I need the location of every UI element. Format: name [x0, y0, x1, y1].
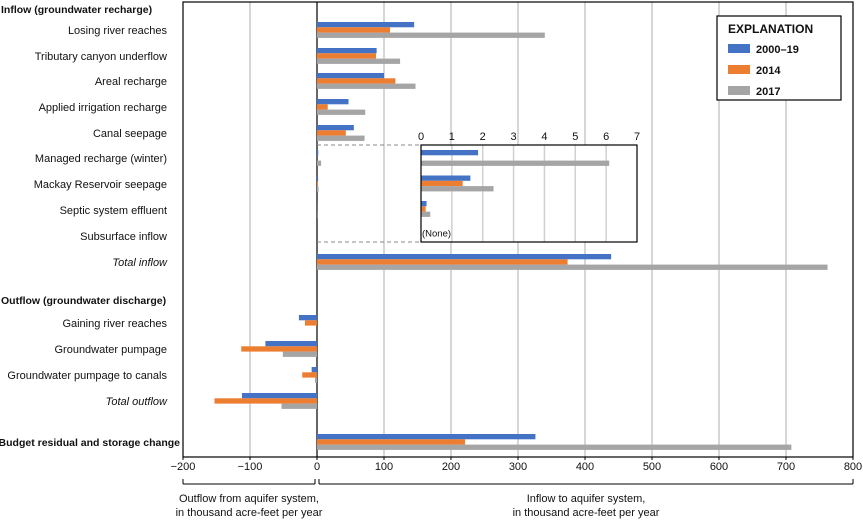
category-label: Subsurface inflow [80, 231, 167, 243]
x-tick-label: 200 [442, 461, 460, 473]
bar-2017 [315, 378, 317, 383]
category-label: Groundwater pumpage to canals [7, 370, 167, 382]
bar-2000–19 [317, 73, 384, 78]
x-tick-label: 100 [375, 461, 393, 473]
bar-2000–19 [312, 367, 317, 372]
category-label: Total inflow [112, 257, 168, 269]
legend-label: 2000–19 [756, 44, 799, 56]
bar-2014 [317, 259, 568, 264]
x-tick-label: 800 [844, 461, 862, 473]
category-label: Applied irrigation recharge [39, 102, 167, 114]
x-tick-label: −200 [171, 461, 196, 473]
category-label: Losing river reaches [68, 25, 168, 37]
bar-2014 [317, 53, 376, 58]
inset-bar-2017 [421, 186, 494, 191]
bar-2014 [241, 346, 317, 351]
bar-2014 [317, 181, 318, 186]
bar-2017 [317, 84, 415, 89]
bar-2017 [317, 33, 545, 38]
inset-bar-2014 [421, 181, 463, 186]
bar-2000–19 [242, 393, 317, 398]
inset-none-label: (None) [422, 229, 451, 240]
x-tick-label: 300 [509, 461, 527, 473]
inset-tick-label: 4 [541, 131, 547, 143]
bar-2000–19 [317, 22, 414, 27]
bar-2017 [283, 352, 317, 357]
legend-swatch [728, 44, 750, 53]
bar-2014 [317, 78, 395, 83]
x-tick-label: 600 [710, 461, 728, 473]
inset-bar-2014 [421, 206, 426, 211]
x-axis-label: Outflow from aquifer system, [179, 493, 319, 505]
category-label: Gaining river reaches [62, 318, 167, 330]
bar-2000–19 [317, 125, 354, 130]
category-label: Canal seepage [93, 128, 167, 140]
bar-2017 [317, 136, 365, 141]
category-label: Mackay Reservoir seepage [34, 179, 167, 191]
bar-2000–19 [317, 434, 535, 439]
bar-2017 [281, 404, 317, 409]
bar-2014 [317, 439, 465, 444]
inset-tick-label: 0 [418, 131, 424, 143]
category-label: Septic system effluent [60, 205, 167, 217]
bar-2014 [317, 130, 346, 135]
bar-2014 [305, 320, 317, 325]
bar-2017 [317, 161, 321, 166]
bar-2017 [317, 110, 365, 115]
legend-swatch [728, 86, 750, 95]
category-label: Tributary canyon underflow [35, 51, 167, 63]
inset-tick-label: 5 [572, 131, 578, 143]
bar-2014 [317, 104, 328, 109]
inset-tick-label: 6 [603, 131, 609, 143]
x-tick-label: 500 [643, 461, 661, 473]
bar-2017 [317, 265, 828, 270]
bar-2000–19 [317, 254, 611, 259]
bar-2014 [214, 398, 317, 403]
x-tick-label: 700 [777, 461, 795, 473]
category-label: Groundwater pumpage [54, 344, 167, 356]
bar-2000–19 [265, 341, 317, 346]
bar-2017 [317, 187, 319, 192]
category-label: Total outflow [106, 396, 168, 408]
bar-2014 [302, 372, 317, 377]
inset-tick-label: 1 [449, 131, 455, 143]
bar-2000–19 [317, 176, 318, 181]
x-axis-label: Inflow to aquifer system, [527, 493, 646, 505]
legend-label: 2014 [756, 65, 781, 77]
inset-tick-label: 3 [511, 131, 517, 143]
inset-bar-2017 [421, 161, 609, 166]
inset-tick-label: 7 [634, 131, 640, 143]
category-label: Areal recharge [95, 76, 167, 88]
bar-2014 [317, 27, 390, 32]
category-label: Budget residual and storage change [0, 437, 180, 449]
legend-swatch [728, 65, 750, 74]
category-label: Managed recharge (winter) [35, 153, 167, 165]
inset-background [421, 145, 637, 242]
bar-2000–19 [317, 150, 318, 155]
x-axis-label: in thousand acre-feet per year [176, 507, 323, 519]
inset-tick-label: 2 [480, 131, 486, 143]
category-label: Inflow (groundwater recharge) [1, 4, 152, 16]
bar-2000–19 [299, 315, 317, 320]
legend-title: EXPLANATION [728, 22, 813, 36]
inset-bar-2000–19 [421, 201, 427, 206]
x-tick-label: 0 [314, 461, 320, 473]
legend-label: 2017 [756, 86, 780, 98]
x-axis-label: in thousand acre-feet per year [513, 507, 660, 519]
bar-2017 [317, 445, 791, 450]
bar-2000–19 [317, 99, 348, 104]
x-tick-label: −100 [238, 461, 263, 473]
x-tick-label: 400 [576, 461, 594, 473]
bar-2000–19 [317, 48, 377, 53]
inset-bar-2000–19 [421, 150, 478, 155]
category-label: Outflow (groundwater discharge) [1, 295, 166, 307]
inset-bar-2017 [421, 212, 430, 217]
bar-2017 [317, 59, 400, 64]
inset-bar-2000–19 [421, 176, 470, 181]
